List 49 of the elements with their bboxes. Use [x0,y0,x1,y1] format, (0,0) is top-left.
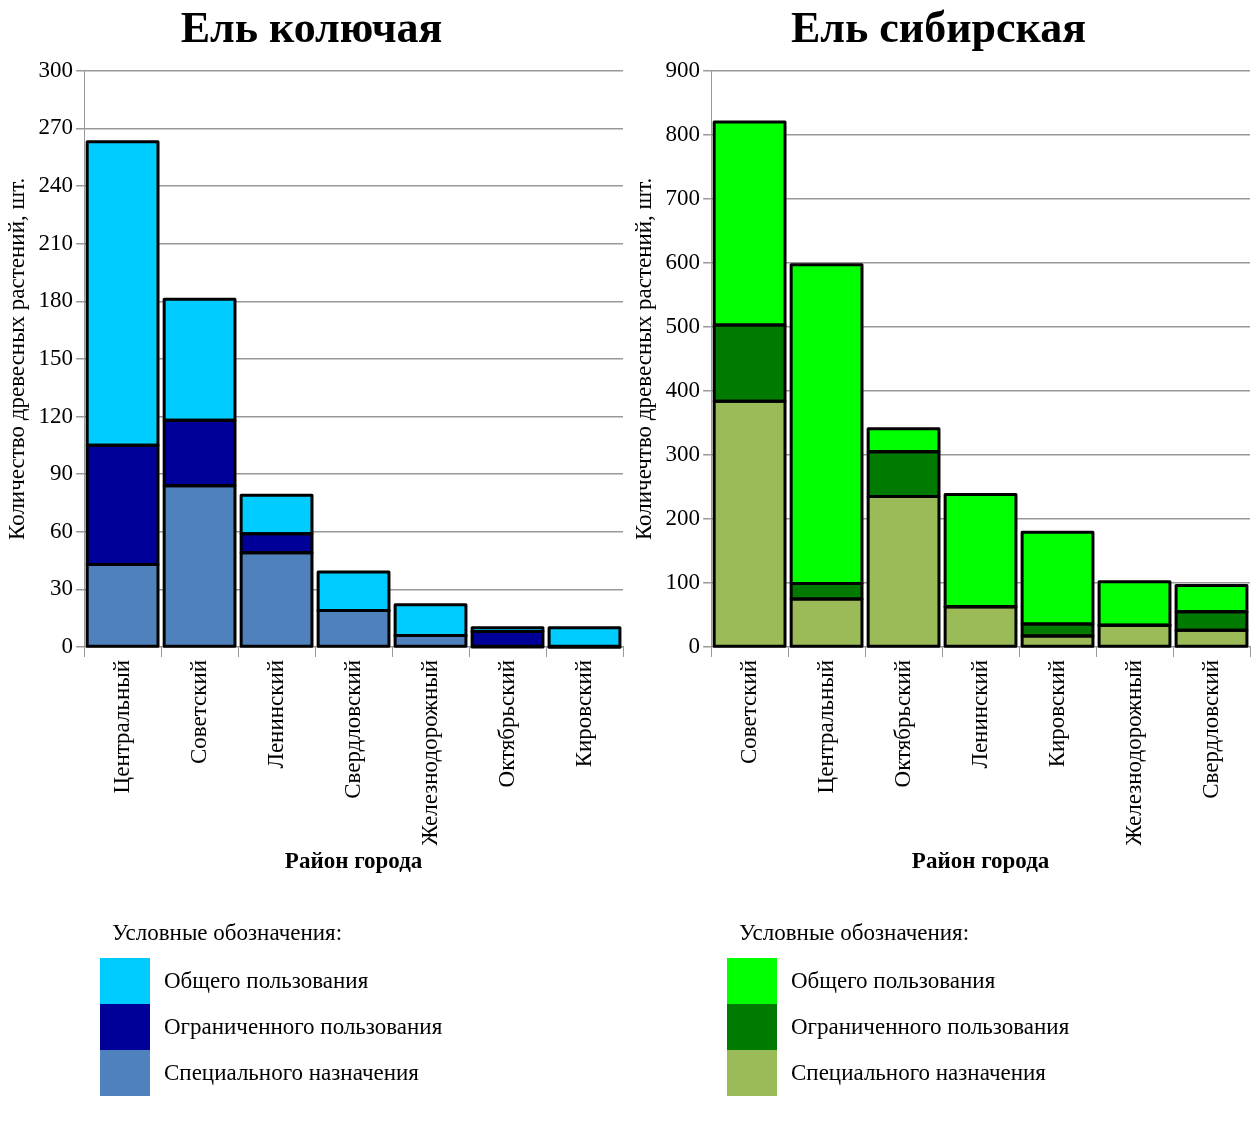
legend-label: Специального назначения [164,1060,419,1086]
y-tick-label: 90 [50,460,74,486]
y-tick-label: 210 [38,229,74,255]
legend-label: Ограниченного пользования [164,1014,443,1040]
y-axis-title: Количество древесных растений, шт. [3,177,29,541]
y-tick-label: 0 [688,633,701,659]
legend-label: Ограниченного пользования [791,1014,1070,1040]
x-tick-label: Свердловский [1197,659,1223,799]
y-tick-label: 150 [38,344,74,370]
y-tick-label: 700 [665,184,701,210]
legend-title: Условные обозначения: [739,920,971,946]
x-tick-label: Кировский [570,659,596,768]
y-tick-label: 600 [665,248,701,274]
y-tick-label: 180 [38,287,74,313]
legend-title: Условные обозначения: [112,920,344,946]
chart-title: Ель сибирская [790,2,1087,52]
x-axis-title: Район города [911,848,1050,874]
x-axis-title: Район города [284,848,423,874]
y-tick-label: 120 [38,402,74,428]
y-tick-label: 300 [38,56,74,82]
y-axis-title: Количечтво древесных растений, шт. [630,177,656,541]
y-tick-label: 400 [665,376,701,402]
x-tick-label: Кировский [1043,659,1069,768]
y-tick-label: 800 [665,120,701,146]
y-tick-label: 900 [665,56,701,82]
y-tick-label: 200 [665,504,701,530]
legend-label: Общего пользования [164,968,369,994]
x-tick-label: Советский [185,659,211,765]
legend-label: Общего пользования [791,968,996,994]
y-tick-label: 100 [665,568,701,594]
x-tick-label: Центральный [108,659,134,794]
x-tick-label: Советский [735,659,761,765]
y-tick-label: 240 [38,172,74,198]
chart-title: Ель колючая [180,2,443,52]
x-tick-label: Октябрьский [889,659,915,788]
x-tick-label: Ленинский [966,659,992,769]
x-tick-label: Железнодорожный [416,659,442,846]
x-tick-label: Центральный [812,659,838,794]
y-tick-label: 30 [50,575,74,601]
x-tick-label: Октябрьский [493,659,519,788]
y-tick-label: 0 [61,633,74,659]
y-tick-label: 270 [38,114,74,140]
x-tick-label: Ленинский [262,659,288,769]
legend-label: Специального назначения [791,1060,1046,1086]
y-tick-label: 60 [50,517,74,543]
x-tick-label: Железнодорожный [1120,659,1146,846]
y-tick-label: 500 [665,312,701,338]
y-tick-label: 300 [665,440,701,466]
x-tick-label: Свердловский [339,659,365,799]
